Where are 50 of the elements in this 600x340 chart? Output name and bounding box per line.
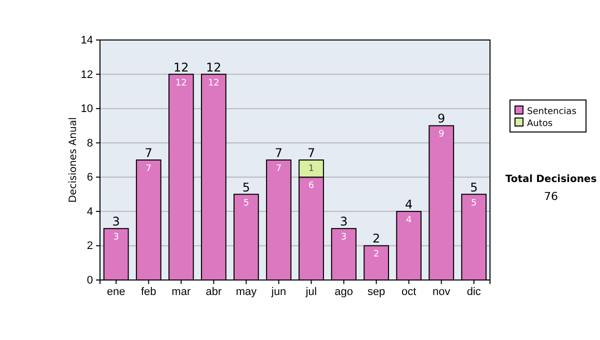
- total-label: 3: [112, 214, 120, 229]
- x-tick-label: sep: [367, 286, 386, 298]
- data-label: 3: [340, 232, 347, 243]
- x-tick-label: abr: [206, 286, 222, 298]
- text: 76: [544, 190, 558, 203]
- y-tick-label: 10: [80, 103, 93, 116]
- legend-label: Sentencias: [527, 107, 577, 117]
- x-tick-label: ene: [106, 286, 126, 298]
- data-label: 2: [373, 250, 380, 260]
- total-label: 9: [438, 112, 446, 126]
- total-label: 12: [206, 60, 222, 74]
- total-label: 4: [405, 197, 413, 212]
- x-tick-label: mar: [172, 286, 191, 298]
- total-label: 7: [307, 146, 316, 160]
- y-tick-label: 8: [86, 137, 93, 150]
- text: Total Decisiones: [505, 174, 597, 185]
- total-label: 5: [470, 180, 478, 194]
- y-tick-label: 6: [86, 172, 93, 184]
- x-tick-label: dic: [466, 286, 482, 298]
- legend-label: Autos: [527, 119, 553, 129]
- data-label: 5: [471, 198, 477, 208]
- total-label: 12: [174, 60, 189, 74]
- total-label: 7: [274, 146, 283, 160]
- total-label: 2: [372, 232, 380, 246]
- data-label: 7: [276, 164, 282, 174]
- data-label: 1: [308, 164, 314, 174]
- total-label: 7: [144, 146, 152, 160]
- x-tick-label: may: [236, 286, 258, 298]
- data-label: 5: [243, 198, 250, 208]
- total-label: 5: [242, 180, 250, 194]
- data-label: 3: [113, 232, 119, 243]
- y-tick-label: 2: [86, 240, 93, 252]
- y-tick-label: 12: [80, 68, 93, 81]
- x-tick-label: nov: [432, 286, 451, 298]
- data-label: 9: [438, 130, 445, 140]
- total-label: 3: [340, 214, 348, 229]
- y-axis-title: Decisiones Anual: [68, 117, 79, 203]
- data-label: 12: [208, 78, 220, 88]
- y-tick-label: 4: [86, 206, 93, 218]
- data-label: 4: [406, 215, 412, 226]
- y-tick-label: 0: [86, 274, 93, 287]
- x-tick-label: ago: [334, 286, 353, 298]
- x-tick-label: jul: [304, 286, 317, 298]
- data-label: 12: [175, 78, 187, 88]
- x-tick-label: feb: [140, 286, 156, 298]
- x-tick-label: jun: [270, 286, 286, 298]
- y-tick-label: 14: [80, 34, 93, 47]
- data-label: 6: [308, 181, 314, 192]
- x-tick-label: oct: [402, 286, 416, 298]
- data-label: 7: [146, 164, 152, 174]
